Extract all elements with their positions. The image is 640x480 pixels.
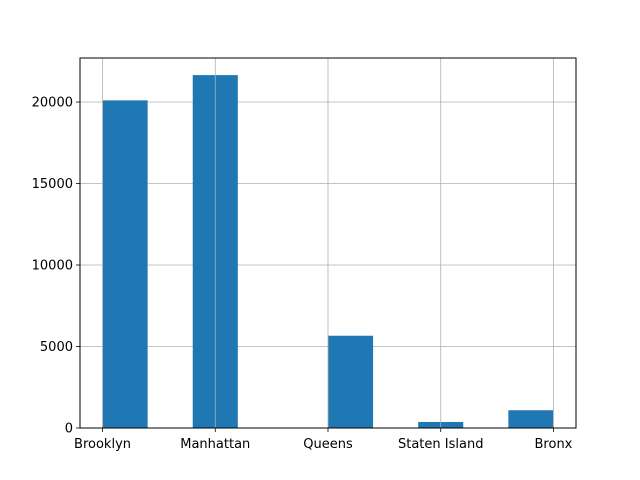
y-tick-label: 15000 (32, 177, 73, 192)
x-tick-label: Staten Island (398, 437, 483, 452)
histogram-bar (508, 410, 554, 428)
histogram-bar (102, 100, 148, 429)
x-tick-label: Queens (303, 437, 353, 452)
x-tick-label: Brooklyn (74, 437, 131, 452)
y-tick-label: 20000 (32, 96, 73, 111)
y-tick-label: 0 (65, 422, 73, 437)
grid-lines-front (102, 58, 554, 428)
y-tick-label: 5000 (40, 340, 73, 355)
x-tick-label: Bronx (535, 437, 573, 452)
histogram-bar (328, 335, 374, 428)
x-tick-label: Manhattan (180, 437, 250, 452)
y-tick-label: 10000 (32, 259, 73, 274)
x-axis-ticks: Brooklyn Manhattan Queens Staten Island Bron… (74, 428, 573, 452)
y-axis-ticks: 0 5000 10000 15000 20000 (32, 96, 80, 437)
